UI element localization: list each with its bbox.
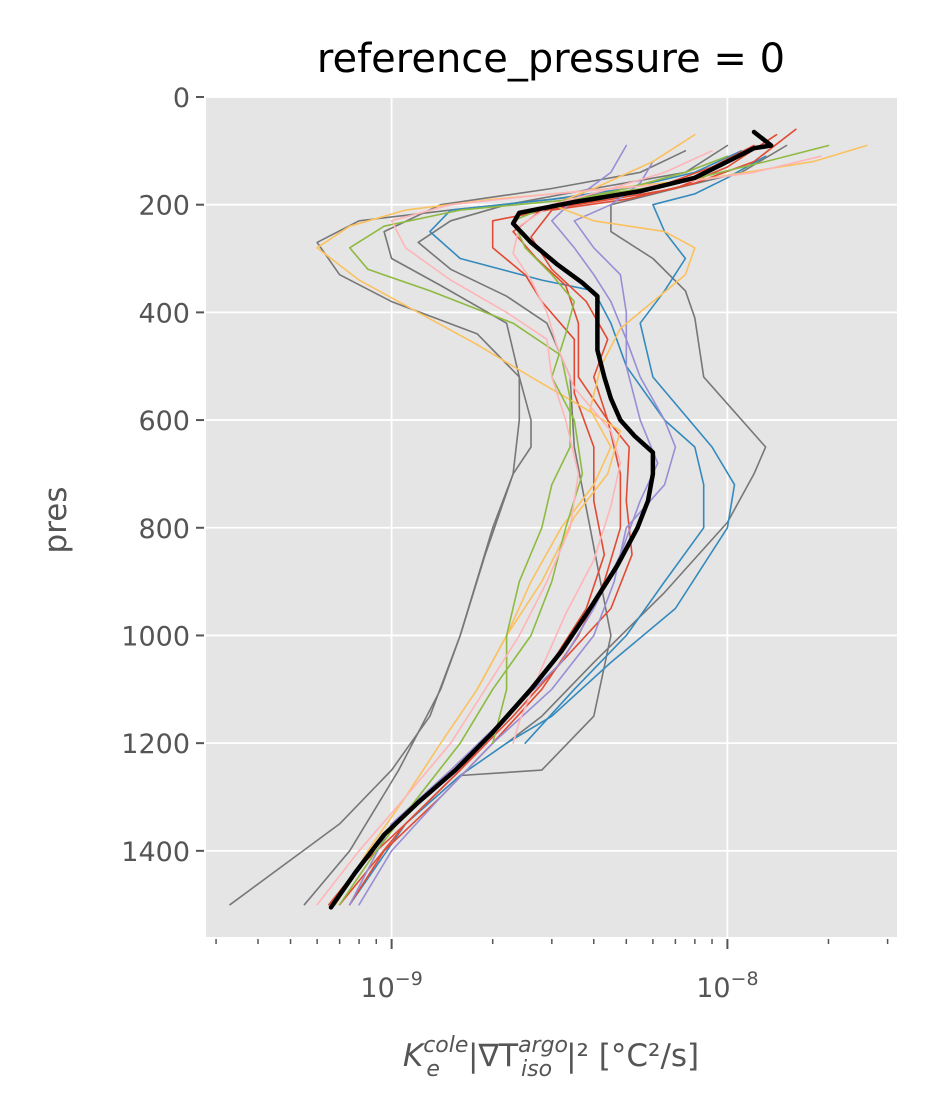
y-tick-label: 1200 — [121, 729, 190, 760]
chart-title: reference_pressure = 0 — [317, 36, 785, 82]
x-axis-label-middle-sup: argo — [518, 1033, 568, 1058]
x-tick-label-exponent: −8 — [731, 968, 759, 990]
x-axis-label-middle: |∇T — [468, 1038, 519, 1074]
series-line-10 — [358, 144, 677, 906]
series-line-16 — [512, 150, 713, 744]
grid-lines — [206, 96, 897, 937]
y-tick-label: 800 — [138, 514, 190, 545]
y-tick-label: 600 — [138, 406, 190, 437]
series-line-3 — [303, 150, 687, 906]
x-axis-label-main-sub: e — [426, 1057, 440, 1082]
x-tick-label: 10−9 — [360, 968, 422, 1004]
x-axis-label-main: K — [403, 1038, 426, 1074]
y-tick-label: 400 — [138, 298, 190, 329]
series-line-8 — [348, 128, 797, 906]
x-axis-label-main-sup: cole — [423, 1033, 468, 1058]
x-axis-label-tail: |² [°C²/s] — [566, 1038, 699, 1074]
x-tick-label: 10−8 — [696, 968, 758, 1004]
x-tick-label-base: 10 — [360, 973, 394, 1004]
series-line-4 — [505, 144, 788, 744]
y-tick-label: 0 — [173, 83, 190, 114]
y-tick-label: 1000 — [121, 621, 190, 652]
series-line-17 — [316, 155, 822, 906]
y-axis: 0 200 400 600 800 1000 1200 1400 — [121, 83, 204, 868]
x-axis-label-middle-sub: iso — [521, 1057, 552, 1082]
series-layer — [229, 128, 868, 910]
plot-background — [206, 97, 897, 937]
series-line-2 — [417, 144, 729, 777]
x-axis-label: Kcole e |∇Targo iso |² [°C²/s] — [403, 1033, 699, 1082]
series-line-18 — [328, 129, 774, 910]
y-axis-label: pres — [38, 487, 74, 554]
x-axis: 10−9 10−8 — [215, 939, 889, 1004]
series-line-6 — [429, 150, 743, 744]
x-tick-label-base: 10 — [696, 973, 730, 1004]
y-tick-label: 1400 — [121, 837, 190, 868]
y-tick-label: 200 — [138, 191, 190, 222]
series-line-5 — [348, 155, 767, 906]
x-tick-label-exponent: −9 — [395, 968, 423, 990]
